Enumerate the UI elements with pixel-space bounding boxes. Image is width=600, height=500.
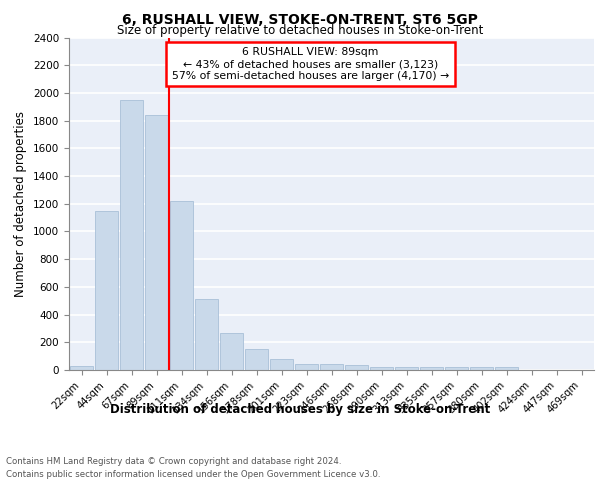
Bar: [345, 365, 368, 370]
Bar: [145, 115, 168, 370]
Bar: [245, 349, 268, 370]
Text: Size of property relative to detached houses in Stoke-on-Trent: Size of property relative to detached ho…: [117, 24, 483, 37]
Text: Contains public sector information licensed under the Open Government Licence v3: Contains public sector information licen…: [6, 470, 380, 479]
Bar: [470, 367, 493, 370]
Bar: [195, 298, 218, 370]
Bar: [95, 210, 118, 370]
Text: Distribution of detached houses by size in Stoke-on-Trent: Distribution of detached houses by size …: [110, 402, 490, 415]
Bar: [70, 366, 93, 370]
Bar: [295, 364, 318, 370]
Bar: [445, 367, 468, 370]
Bar: [170, 201, 193, 370]
Y-axis label: Number of detached properties: Number of detached properties: [14, 111, 28, 296]
Bar: [320, 364, 343, 370]
Bar: [420, 367, 443, 370]
Text: Contains HM Land Registry data © Crown copyright and database right 2024.: Contains HM Land Registry data © Crown c…: [6, 458, 341, 466]
Bar: [395, 367, 418, 370]
Bar: [270, 359, 293, 370]
Bar: [370, 367, 393, 370]
Bar: [120, 100, 143, 370]
Bar: [220, 334, 243, 370]
Text: 6, RUSHALL VIEW, STOKE-ON-TRENT, ST6 5GP: 6, RUSHALL VIEW, STOKE-ON-TRENT, ST6 5GP: [122, 12, 478, 26]
Text: 6 RUSHALL VIEW: 89sqm
← 43% of detached houses are smaller (3,123)
57% of semi-d: 6 RUSHALL VIEW: 89sqm ← 43% of detached …: [172, 48, 449, 80]
Bar: [495, 367, 518, 370]
